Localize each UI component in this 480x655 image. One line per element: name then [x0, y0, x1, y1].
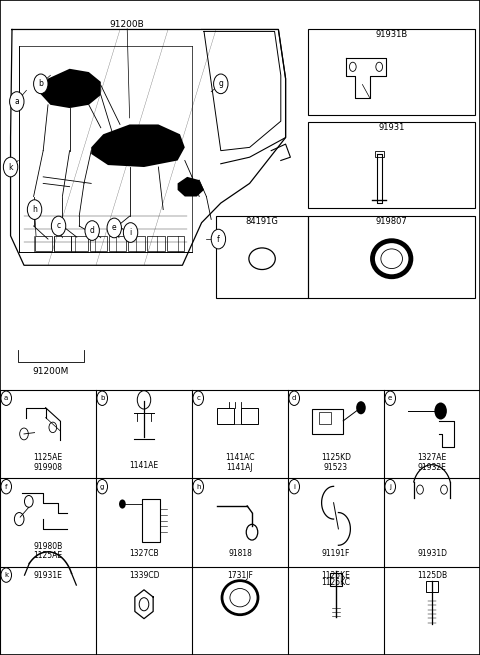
Text: b: b: [38, 79, 43, 88]
Circle shape: [289, 479, 300, 494]
Text: f: f: [5, 483, 8, 490]
Text: 1339CD: 1339CD: [129, 571, 159, 580]
Text: 91191F: 91191F: [322, 549, 350, 558]
Text: 1327AE: 1327AE: [418, 453, 446, 462]
Text: 1327CB: 1327CB: [129, 549, 159, 558]
Bar: [241, 407, 258, 424]
Bar: [54, 236, 71, 251]
Polygon shape: [38, 69, 101, 108]
Circle shape: [211, 229, 226, 249]
Bar: [375, 151, 384, 157]
Bar: [71, 236, 88, 251]
Circle shape: [97, 391, 108, 405]
Text: 91931B: 91931B: [375, 29, 408, 39]
Bar: [142, 499, 160, 542]
Text: k: k: [8, 162, 13, 172]
Bar: [330, 572, 342, 586]
Text: i: i: [130, 228, 132, 237]
Text: 91932E: 91932E: [418, 462, 446, 472]
Bar: [167, 236, 184, 251]
Text: 91523: 91523: [324, 462, 348, 472]
Text: 1125KE: 1125KE: [322, 571, 350, 580]
Text: j: j: [389, 483, 391, 490]
Circle shape: [123, 223, 138, 242]
Circle shape: [1, 479, 12, 494]
Text: 1125KC: 1125KC: [322, 578, 350, 588]
Polygon shape: [178, 177, 204, 196]
Bar: [216, 216, 308, 298]
Circle shape: [3, 157, 18, 177]
Bar: [147, 236, 165, 251]
Text: a: a: [14, 97, 19, 106]
Text: 84191G: 84191G: [246, 217, 278, 226]
Text: i: i: [293, 483, 295, 490]
Bar: [128, 236, 145, 251]
Text: 91200M: 91200M: [32, 367, 69, 376]
Bar: [90, 236, 107, 251]
Circle shape: [27, 200, 42, 219]
Text: 91818: 91818: [228, 549, 252, 558]
Text: 1141AJ: 1141AJ: [227, 462, 253, 472]
Text: 1731JF: 1731JF: [227, 571, 253, 580]
Text: 1125KD: 1125KD: [321, 453, 351, 462]
Bar: [319, 413, 331, 424]
Text: 91200B: 91200B: [110, 20, 144, 29]
Circle shape: [51, 216, 66, 236]
Bar: [217, 407, 234, 424]
Bar: [312, 409, 343, 434]
Circle shape: [214, 74, 228, 94]
Text: 919807: 919807: [376, 217, 408, 226]
Text: 1141AE: 1141AE: [130, 460, 158, 470]
Bar: [308, 122, 475, 208]
Circle shape: [10, 92, 24, 111]
Text: 1125AE: 1125AE: [34, 453, 62, 462]
Text: a: a: [4, 395, 8, 402]
Text: h: h: [32, 205, 37, 214]
Text: k: k: [4, 572, 8, 578]
Polygon shape: [91, 124, 185, 167]
Circle shape: [119, 499, 126, 508]
Text: 1141AC: 1141AC: [225, 453, 255, 462]
Bar: [308, 216, 475, 298]
Bar: [109, 236, 126, 251]
Text: 91931E: 91931E: [34, 571, 62, 580]
Text: h: h: [196, 483, 201, 490]
Text: e: e: [388, 395, 392, 402]
Circle shape: [193, 391, 204, 405]
Bar: [35, 236, 52, 251]
Text: 91931: 91931: [379, 122, 405, 132]
Bar: [308, 29, 475, 115]
Circle shape: [385, 391, 396, 405]
Text: 91980B: 91980B: [34, 542, 62, 551]
Text: g: g: [218, 79, 223, 88]
Text: 1125AE: 1125AE: [34, 551, 62, 560]
Text: 1125DB: 1125DB: [417, 571, 447, 580]
Circle shape: [107, 218, 121, 238]
Circle shape: [289, 391, 300, 405]
Text: b: b: [100, 395, 105, 402]
Bar: [426, 582, 438, 592]
Circle shape: [34, 74, 48, 94]
Circle shape: [434, 402, 447, 419]
Circle shape: [385, 479, 396, 494]
Text: 919908: 919908: [34, 462, 62, 472]
Text: f: f: [217, 234, 220, 244]
Circle shape: [85, 221, 99, 240]
Circle shape: [1, 391, 12, 405]
Circle shape: [193, 479, 204, 494]
Circle shape: [356, 401, 366, 414]
Text: d: d: [90, 226, 95, 235]
Text: c: c: [57, 221, 60, 231]
Text: g: g: [100, 483, 105, 490]
Text: c: c: [196, 395, 200, 402]
Text: 91931D: 91931D: [417, 549, 447, 558]
Text: d: d: [292, 395, 297, 402]
Text: e: e: [112, 223, 117, 233]
Circle shape: [1, 568, 12, 582]
Circle shape: [97, 479, 108, 494]
